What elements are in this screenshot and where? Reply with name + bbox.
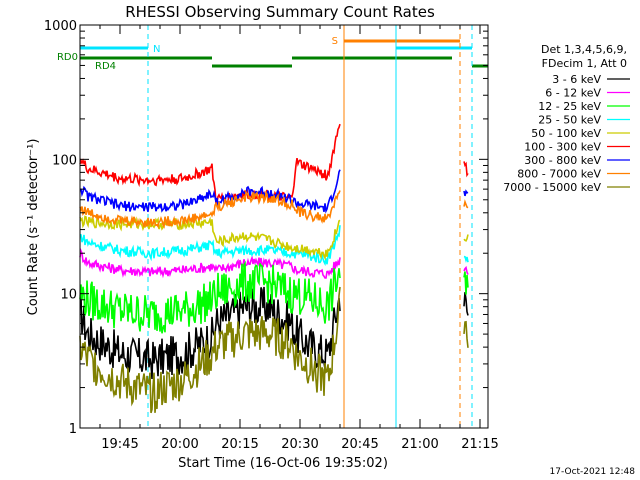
legend-label-7000-15000-kev: 7000 - 15000 keV [503,181,601,194]
legend-label-300-800-kev: 300 - 800 keV [524,154,601,167]
chart-title: RHESSI Observing Summary Count Rates [125,3,435,21]
series-line-7000-15000-kev [79,286,469,414]
y-axis-label: Count Rate (s⁻¹ detector⁻¹) [26,139,41,316]
series-line-100-300-kev [79,123,469,205]
legend-label-100-300-kev: 100 - 300 keV [524,141,601,154]
footer-timestamp: 17-Oct-2021 12:48 [550,467,636,477]
y-tick-label: 10 [60,288,77,303]
legend-label-6-12-kev: 6 - 12 keV [545,87,601,100]
x-axis-label: Start Time (16-Oct-06 19:35:02) [178,456,388,471]
x-tick-label: 21:00 [401,437,438,452]
legend-label-25-50-kev: 25 - 50 keV [538,114,601,127]
x-tick-label: 21:15 [461,437,498,452]
x-tick-label: 20:45 [341,437,378,452]
legend: Det 1,3,4,5,6,9, FDecim 1, Att 0 3 - 6 k… [503,43,630,194]
legend-label-12-25-kev: 12 - 25 keV [538,100,601,113]
legend-header-1: Det 1,3,4,5,6,9, [541,43,627,56]
flag-label-rd4: RD4 [95,61,116,72]
axes-ticks: 19:45 20:00 20:15 20:30 20:45 21:00 21:15 1 10 10… [44,19,499,452]
y-tick-label: 1 [69,422,77,437]
legend-label-50-100-kev: 50 - 100 keV [531,127,601,140]
series-line-3-6-kev [79,286,469,380]
flag-labels: N S RD0 RD4 [57,36,338,72]
x-tick-label: 20:30 [281,437,318,452]
series-lines [79,123,469,414]
series-line-12-25-kev [79,260,469,334]
series-line-6-12-kev [79,248,469,279]
flag-label-rd0: RD0 [57,52,78,63]
y-tick-label: 1000 [44,19,77,34]
legend-header-2: FDecim 1, Att 0 [542,57,627,70]
flag-label-s: S [332,36,338,47]
flag-label-n: N [153,44,160,55]
series-line-300-800-kev [79,169,469,214]
y-tick-label: 100 [52,153,77,168]
legend-label-800-7000-kev: 800 - 7000 keV [517,168,601,181]
series-line-800-7000-kev [79,189,469,229]
x-tick-label: 20:00 [161,437,198,452]
x-tick-label: 20:15 [221,437,258,452]
flag-lines [80,39,488,68]
plot-frame [79,24,489,429]
x-tick-label: 19:45 [101,437,138,452]
legend-label-3-6-kev: 3 - 6 keV [552,73,601,86]
